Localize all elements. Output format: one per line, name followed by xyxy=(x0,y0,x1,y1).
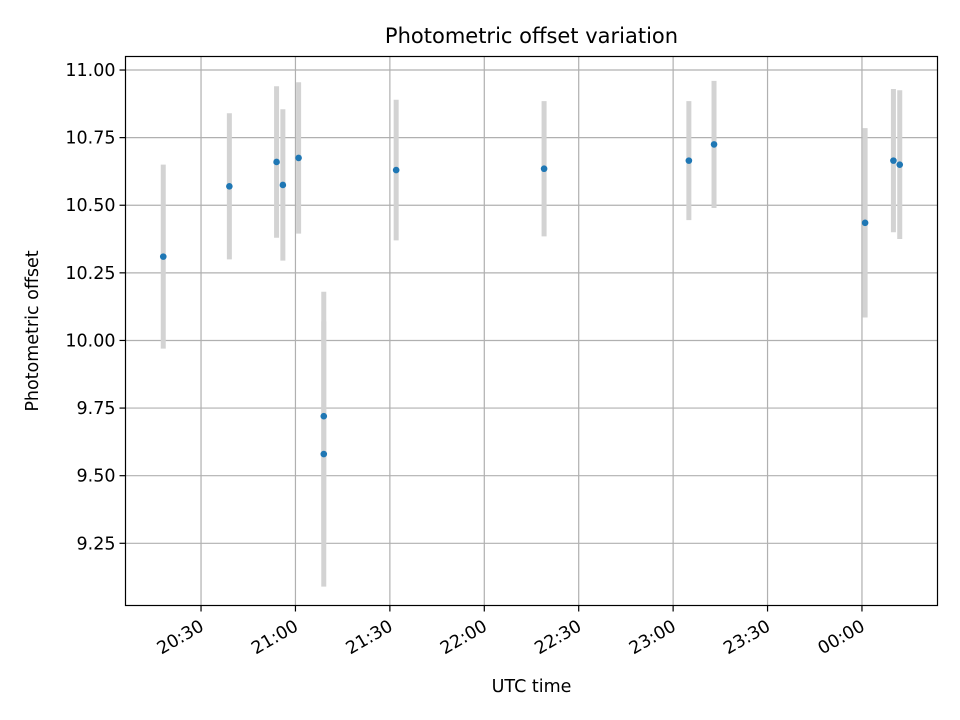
y-tick-label: 11.00 xyxy=(65,61,115,81)
chart-title: Photometric offset variation xyxy=(385,24,678,48)
x-tick-label: 23:00 xyxy=(626,617,680,660)
y-tick-label: 10.50 xyxy=(65,196,115,216)
x-tick-label: 23:30 xyxy=(720,617,774,660)
data-point xyxy=(896,161,904,168)
data-point xyxy=(273,158,280,166)
x-tick-label: 22:30 xyxy=(532,617,586,660)
data-point xyxy=(320,450,328,458)
y-axis-ticks: 9.25 9.50 9.75 10.00 10.25 10.50 10.75 11.00 xyxy=(65,61,126,554)
y-tick-label: 10.75 xyxy=(65,129,115,149)
error-bars xyxy=(160,80,903,587)
data-point xyxy=(295,154,302,162)
plot-frame xyxy=(124,55,939,607)
x-axis-label: UTC time xyxy=(492,677,572,697)
x-tick-label: 20:30 xyxy=(154,617,208,660)
y-tick-label: 9.25 xyxy=(77,534,116,554)
x-tick-label: 21:00 xyxy=(248,617,302,660)
data-point xyxy=(159,253,167,260)
y-tick-label: 10.25 xyxy=(65,264,115,284)
data-point xyxy=(540,165,548,173)
data-point xyxy=(226,183,233,190)
data-point xyxy=(710,141,718,148)
y-tick-label: 9.50 xyxy=(77,467,116,487)
data-point xyxy=(392,166,400,174)
x-tick-label: 22:00 xyxy=(437,617,491,660)
x-axis-ticks: 20:30 21:00 21:30 22:00 22:30 23:00 23:30 00:00 xyxy=(154,605,869,660)
data-point xyxy=(890,157,897,164)
data-point xyxy=(279,181,287,189)
data-point xyxy=(685,157,693,164)
data-point xyxy=(320,412,328,420)
x-tick-label: 21:30 xyxy=(343,617,397,660)
y-tick-label: 9.75 xyxy=(77,399,116,419)
grid-lines xyxy=(125,56,938,606)
x-tick-label: 00:00 xyxy=(815,617,869,660)
data-points xyxy=(159,141,904,458)
y-axis-label: Photometric offset xyxy=(23,250,43,411)
data-point xyxy=(861,219,869,227)
y-tick-label: 10.00 xyxy=(65,331,115,351)
